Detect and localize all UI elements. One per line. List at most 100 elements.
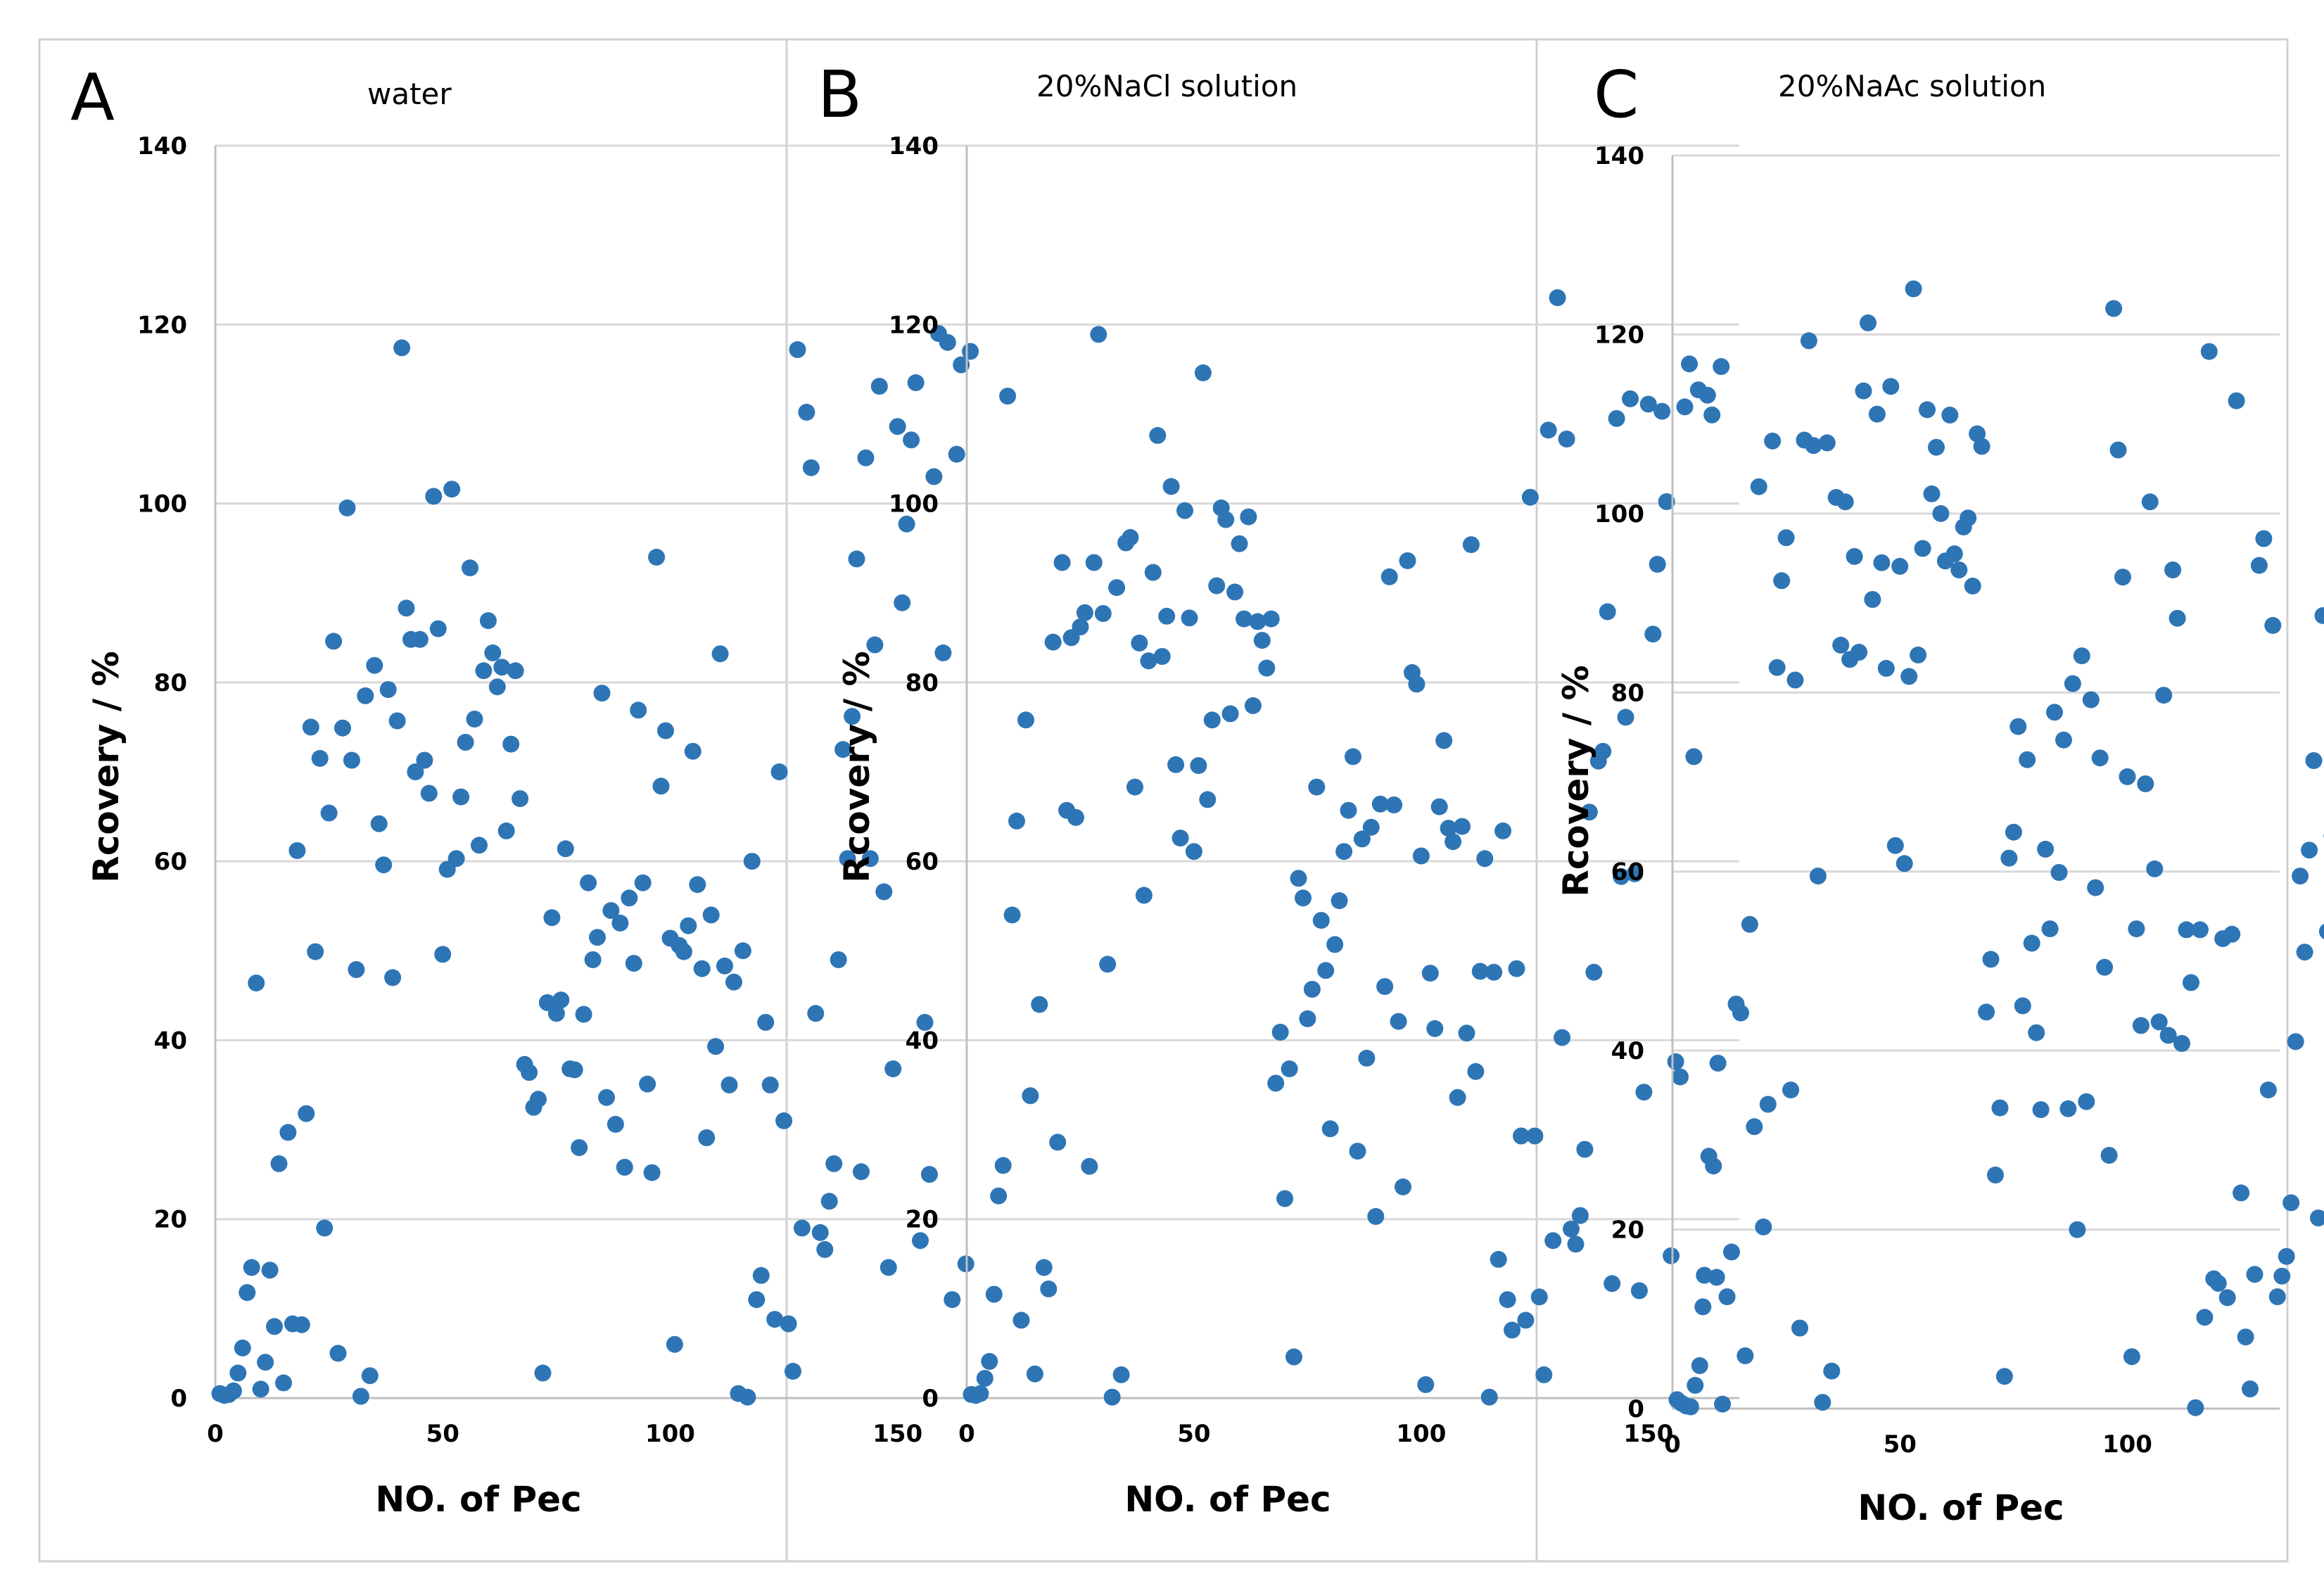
- panel-b-data-point: [1698, 386, 1716, 404]
- panel-c-data-point: [2318, 923, 2324, 939]
- panel-a-data-point: [521, 1064, 538, 1081]
- panel-a-letter: A: [70, 60, 115, 135]
- panel-b-x-tick-label: 150: [1623, 1420, 1673, 1448]
- panel-c-data-point: [1764, 432, 1782, 450]
- panel-a-data-point: [475, 662, 493, 680]
- panel-c-data-point: [2228, 392, 2245, 409]
- panel-c-data-point: [1755, 1218, 1772, 1236]
- panel-c-data-point: [2178, 921, 2195, 939]
- panel-c-data-point: [1860, 314, 1877, 331]
- panel-a-x-ticks: 0 50 100 150: [207, 1420, 922, 1448]
- panel-a-data-point: [343, 751, 360, 769]
- panel-c-data-point: [1932, 504, 1950, 522]
- panel-b-data-point: [1608, 409, 1625, 427]
- panel-c-data-point: [1846, 547, 1863, 565]
- panel-a-data-point: [338, 499, 356, 516]
- panel-b-data-point: [1131, 634, 1148, 652]
- panel-a-data-point: [239, 1284, 256, 1301]
- panel-a-data-point: [288, 842, 306, 859]
- panel-c-data-point: [2023, 934, 2040, 952]
- panel-c-data-point: [1905, 280, 1922, 298]
- panel-a-data-point: [543, 909, 561, 927]
- panel-c-data-point: [2273, 1267, 2291, 1285]
- panel-c-data-point: [1900, 668, 1918, 685]
- panel-a-data-point: [802, 459, 820, 476]
- panel-b-data-point: [1099, 955, 1117, 973]
- panel-a-data-point: [711, 645, 729, 663]
- panel-a-data-point: [625, 955, 642, 972]
- panel-a-data-point: [684, 742, 701, 760]
- panel-b-data-point: [1449, 1088, 1466, 1106]
- panel-a-data-point: [257, 1354, 274, 1371]
- panel-b-data-point: [1231, 535, 1248, 552]
- panel-a-data-point: [248, 974, 265, 992]
- panel-b-data-point: [1471, 963, 1489, 980]
- panel-c-data-point: [1991, 1099, 2009, 1117]
- panel-c-data-point: [1910, 646, 1927, 663]
- panel-a-data-point: [785, 1362, 801, 1380]
- panel-b-data-point: [1044, 633, 1062, 651]
- panel-b-x-ticks: 0 50 100 150: [958, 1420, 1673, 1448]
- panel-c-data-point: [1864, 591, 1881, 608]
- panel-a-data-point: [889, 418, 906, 436]
- panel-a-y-tick-label: 60: [154, 848, 187, 876]
- panel-b-data-point: [1295, 889, 1312, 907]
- panel-a-data-point: [311, 749, 329, 767]
- panel-c-letter: C: [1594, 57, 1639, 132]
- panel-a-data-point: [293, 1316, 310, 1333]
- panel-b-y-tick-label: 100: [889, 490, 939, 519]
- panel-b-data-point: [1526, 1127, 1544, 1145]
- panel-b-data-point: [1517, 1312, 1535, 1329]
- panel-b-data-point: [1521, 488, 1539, 506]
- panel-c-title: 20%NaAc solution: [1778, 69, 2046, 103]
- panel-a-data-point: [643, 1164, 661, 1181]
- panel-b-data-point: [1417, 1376, 1435, 1393]
- panel-b-data-point: [972, 1385, 989, 1402]
- panel-a-data-point: [552, 991, 570, 1009]
- panel-b-data-point: [1349, 1143, 1366, 1160]
- panel-b-data-point: [1153, 648, 1171, 665]
- panel-a-data-point: [880, 1259, 897, 1276]
- panel-c-grid: [1671, 154, 2280, 1410]
- panel-a-data-point: [602, 902, 620, 920]
- panel-c-data-point: [2150, 1013, 2168, 1031]
- panel-b-x-tick-label: 0: [958, 1420, 975, 1448]
- panel-b-y-tick-label: 80: [906, 669, 939, 697]
- panel-c-y-tick-label: 120: [1594, 321, 1644, 349]
- panel-b-data-point: [1135, 887, 1153, 904]
- panel-b-data-point: [981, 1352, 998, 1370]
- panel-c-data-point: [1987, 1167, 2004, 1183]
- panel-a-data-point: [944, 1291, 961, 1309]
- panel-a-data-point: [775, 1112, 793, 1129]
- panel-b-data-point: [1240, 508, 1257, 526]
- panel-b-data-point: [1053, 554, 1071, 571]
- panel-b-data-point: [1426, 1020, 1444, 1037]
- panel-b-data-point: [1345, 748, 1361, 766]
- panel-b-data-point: [1312, 912, 1330, 929]
- panel-b-data-point: [1435, 732, 1453, 749]
- panel-c-data-point: [2314, 607, 2324, 624]
- panel-b-data-point: [1649, 556, 1666, 573]
- panel-b-letter: B: [818, 57, 862, 132]
- panel-a-data-point: [379, 681, 397, 698]
- panel-b-data-point: [1613, 868, 1630, 885]
- panel-c-data-point: [1691, 1357, 1708, 1374]
- panel-a-data-point: [334, 719, 351, 737]
- panel-b-data-point: [1458, 1024, 1475, 1042]
- panel-c-data-point: [2278, 1247, 2295, 1265]
- panel-b-data-point: [1580, 804, 1598, 821]
- panel-c-data-point: [2105, 300, 2123, 317]
- panel-a-data-point: [693, 960, 711, 977]
- panel-b-data-point: [1190, 757, 1207, 775]
- panel-c-data-point: [1768, 659, 1786, 676]
- panel-c-data-point: [1791, 1319, 1808, 1337]
- panel-a-data-point: [657, 722, 674, 739]
- panel-c-data-point: [1914, 540, 1931, 557]
- panel-b-data-point: [1599, 603, 1616, 621]
- panel-c-data-point: [2255, 530, 2273, 547]
- panel-c-data-point: [1978, 1003, 1995, 1021]
- panel-b-data-point: [1667, 1053, 1684, 1070]
- panel-c-data-point: [1696, 1266, 1713, 1284]
- panel-b-data-point: [1644, 626, 1662, 643]
- panel-b-data-point: [1181, 609, 1198, 627]
